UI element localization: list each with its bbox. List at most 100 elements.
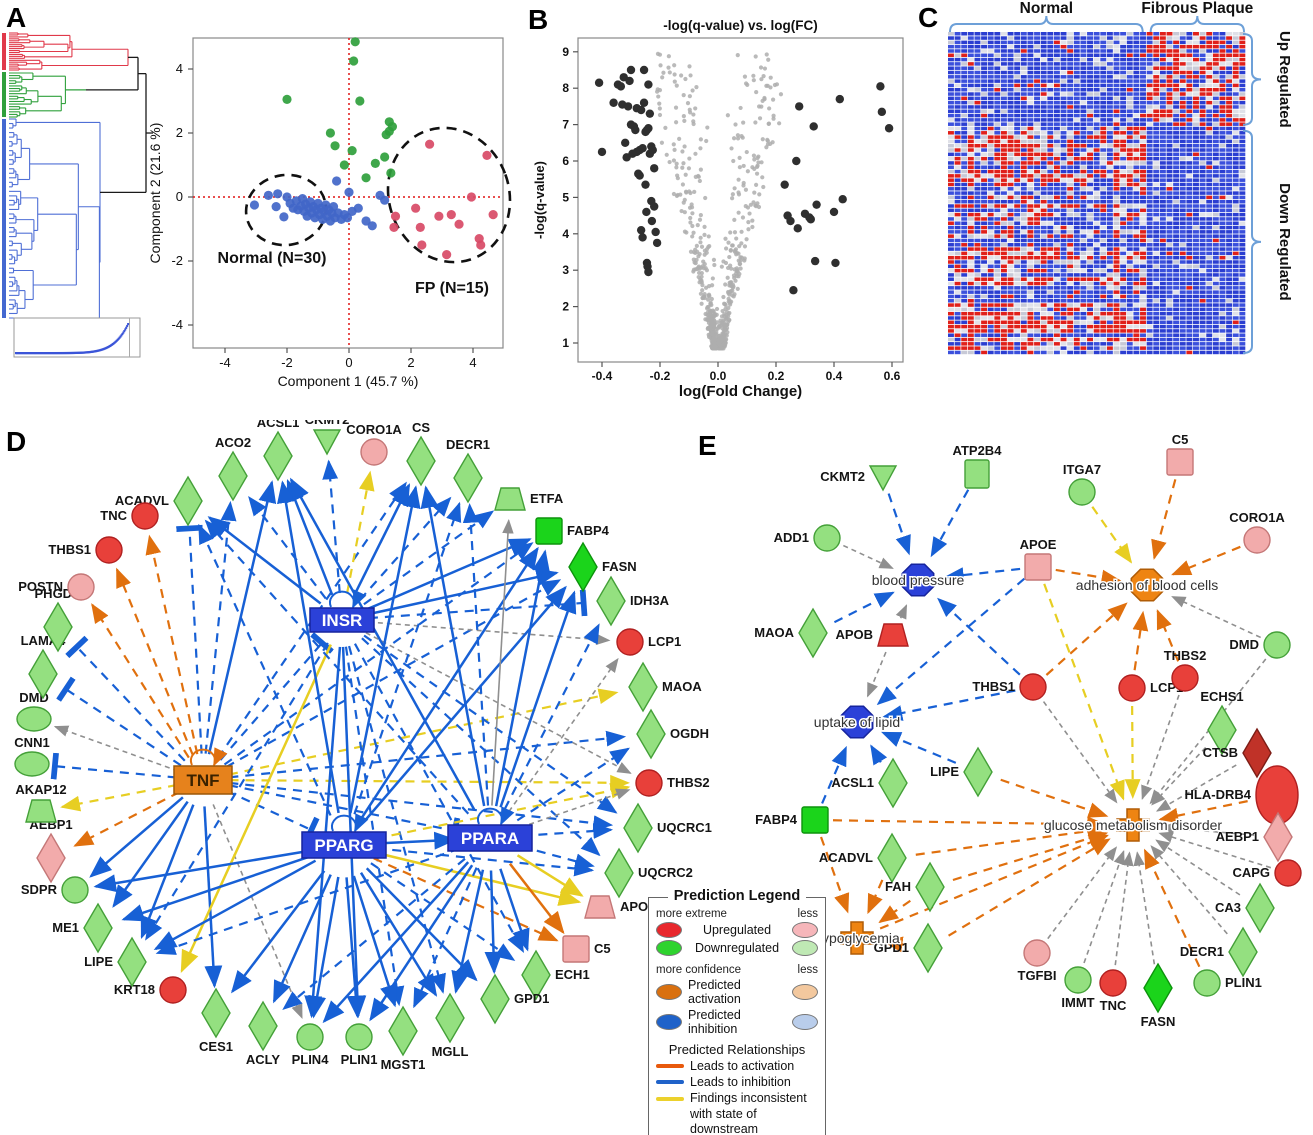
- edge-PPARG-APOE: [375, 851, 582, 906]
- hub-TNF: TNF: [173, 747, 233, 795]
- node-FABP4: FABP4: [755, 806, 829, 834]
- edge-INSR-KRT18: [180, 644, 332, 973]
- edge-PPARG-PLIN4: [308, 876, 340, 1019]
- edge-PPARG-C5: [373, 857, 559, 942]
- pca-x-axis-label: Component 1 (45.7 %): [278, 373, 419, 389]
- node-LCP1: LCP1: [616, 628, 681, 656]
- node-ECHS1: ECHS1: [1200, 689, 1244, 756]
- edge-PPARA-LCP1: [508, 657, 619, 813]
- network-d-svg: ACADVL ACO2 ACSL1 CKMT2CORO1A CS DECR1 ETFA FAB…: [14, 420, 712, 1072]
- edge-ACADVL-hypoglycemia: [867, 879, 884, 915]
- hub-label-glucose metabolism disorder: glucose metabolism disorder: [1044, 817, 1223, 833]
- node-ACADVL: ACADVL: [115, 475, 203, 527]
- edge-LIPE-uptake of lipid: [881, 731, 957, 764]
- edge-THBS1-uptake of lipid: [882, 689, 1016, 721]
- node-CS: CS: [406, 420, 436, 487]
- legend-more-extreme: more extreme: [656, 908, 727, 920]
- edge-TNF-CNN1: [50, 752, 177, 780]
- svg-text:2: 2: [407, 355, 414, 370]
- node-DECR1: DECR1: [446, 437, 490, 504]
- hub-PPARG: PPARG: [301, 813, 387, 859]
- node-LIPE: LIPE: [84, 936, 147, 988]
- label-IDH3A: IDH3A: [630, 593, 670, 608]
- label-APOE: APOE: [620, 899, 657, 914]
- edge-FABP4-glucose metabolism disorder: [832, 816, 1107, 833]
- edge-TGFBI-glucose metabolism disorder: [1047, 846, 1118, 940]
- legend-less-b: less: [797, 964, 818, 976]
- edge-DMD-adhesion of blood cells: [1171, 596, 1261, 639]
- node-TNC: TNC: [1099, 969, 1127, 1013]
- node-DECR1: DECR1: [1180, 926, 1258, 978]
- svg-text:4: 4: [176, 61, 183, 76]
- label-CNN1: CNN1: [14, 735, 49, 750]
- label-AEBP1: AEBP1: [1216, 829, 1259, 844]
- volcano-title: -log(q-value) vs. log(FC): [663, 18, 818, 33]
- edge-PPARA-FABP4: [494, 549, 551, 807]
- upregulated-label: Upregulated: [702, 923, 772, 937]
- edge-PPARG-ACLY: [272, 874, 332, 1004]
- svg-text:0: 0: [176, 189, 183, 204]
- inhibition-label: Predicted inhibition: [688, 1008, 741, 1036]
- node-ACSL1: ACSL1: [831, 757, 908, 809]
- svg-text:0.4: 0.4: [826, 369, 843, 383]
- node-GPD1: GPD1: [874, 922, 943, 974]
- edge-PPARA-UQCRC2: [521, 845, 595, 869]
- node-SDPR: SDPR: [21, 876, 89, 904]
- label-MAOA: MAOA: [754, 625, 794, 640]
- edge-PLIN1-glucose metabolism disorder: [1143, 848, 1201, 968]
- label-C5: C5: [594, 941, 611, 956]
- edge-TNF-PPARA: [228, 784, 461, 845]
- svg-text:4: 4: [562, 227, 569, 241]
- edge-TNF-LAMA4: [56, 676, 182, 767]
- hub-label-blood pressure: blood pressure: [872, 572, 965, 588]
- edge-FABP4-uptake of lipid: [821, 745, 847, 804]
- edge-TNF-POSTN: [91, 603, 190, 759]
- label-ETFA: ETFA: [530, 491, 564, 506]
- pca-plot-svg: -4 -2 0 2 4 4 2 0 -2 -4 Component 1 (45.7 %) Compon…: [2, 32, 512, 389]
- node-APOE: APOE: [1020, 537, 1057, 581]
- svg-text:0.0: 0.0: [710, 369, 727, 383]
- edge-PPARA-DECR1: [462, 502, 490, 806]
- hub-hypoglycemia: hypoglycemia: [813, 921, 902, 955]
- label-ECHS1: ECHS1: [1200, 689, 1243, 704]
- node-UQCRC1: UQCRC1: [623, 802, 712, 854]
- edge-TNF-TNC: [145, 534, 199, 755]
- label-PLIN1: PLIN1: [1225, 975, 1262, 990]
- label-SDPR: SDPR: [21, 882, 58, 897]
- edge-TNF-ACADVL: [176, 524, 203, 754]
- edge-PPARA-ETFA: [491, 519, 514, 806]
- legend-more-confidence: more confidence: [656, 964, 742, 976]
- edge-PPARG-ACSL1: [277, 480, 340, 814]
- node-CTSB: CTSB: [1203, 727, 1272, 779]
- node-THBS2: THBS2: [635, 769, 710, 797]
- edge-PPARA-LIPE: [155, 847, 460, 955]
- heatmap-svg: Normal Fibrous Plaque Up Regulated Down Reg…: [948, 0, 1293, 355]
- panel-e-label: E: [698, 430, 717, 461]
- edge-MAOA-blood pressure: [833, 591, 895, 624]
- label-THBS2: THBS2: [667, 775, 710, 790]
- label-TNC: TNC: [1100, 998, 1127, 1013]
- edge-TNF-AKAP12: [60, 783, 178, 812]
- heatmap-panel: Normal Fibrous Plaque Up Regulated Down Reg…: [915, 0, 1313, 400]
- edge-THBS2-glucose metabolism disorder: [1141, 694, 1180, 800]
- volcano-y-axis-label: -log(q-value): [532, 161, 547, 239]
- node-AEBP1: AEBP1: [1216, 811, 1293, 863]
- edge-TNC-glucose metabolism disorder: [1114, 851, 1134, 966]
- edge-INSR-MGST1: [344, 646, 405, 1007]
- edge-APOE-glucose metabolism disorder: [1043, 583, 1125, 801]
- edge-INSR-THBS2: [365, 631, 632, 774]
- node-PLIN1: PLIN1: [1193, 969, 1262, 997]
- node-AEBP1: AEBP1: [29, 817, 73, 884]
- label-FABP4: FABP4: [755, 812, 798, 827]
- edge-TNF-CES1: [203, 806, 223, 989]
- label-CORO1A: CORO1A: [1229, 510, 1285, 525]
- hub-INSR: INSR: [309, 589, 375, 633]
- svg-text:2: 2: [176, 125, 183, 140]
- hub-label-uptake of lipid: uptake of lipid: [814, 714, 900, 730]
- edge-PPARG-DECR1: [353, 501, 462, 815]
- legend-less-a: less: [797, 908, 818, 920]
- node-ADD1: ADD1: [774, 524, 841, 552]
- edge-PPARA-FASN: [499, 590, 577, 808]
- label-ME1: ME1: [52, 920, 79, 935]
- inhibition-weak-swatch: [792, 1014, 818, 1030]
